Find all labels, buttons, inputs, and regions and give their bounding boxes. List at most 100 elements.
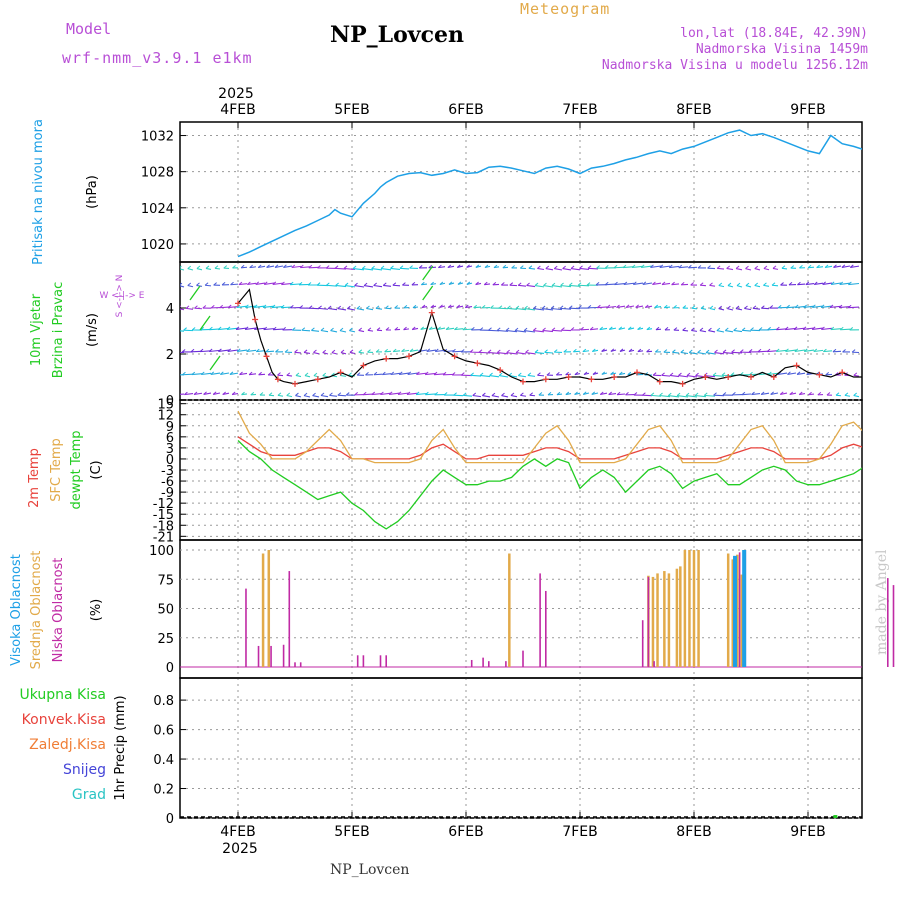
cloud-bar — [267, 550, 271, 667]
cloud-bar — [692, 550, 696, 667]
coords-label: lon,lat (18.84E, 42.39N) — [680, 26, 868, 41]
wind-arrow-head — [298, 281, 303, 286]
wind-arrow — [541, 308, 554, 311]
wind-arrow-head — [631, 264, 636, 268]
wind-arrow-head — [483, 281, 488, 286]
wind-arrow — [838, 306, 851, 309]
wind-arrow — [814, 282, 824, 286]
wind-arrow-head — [578, 305, 582, 309]
wind-arrow-head — [524, 305, 528, 309]
wind-arrow-head — [371, 391, 376, 395]
wind-arrow-head — [574, 371, 579, 375]
wind-arrow-head — [509, 282, 514, 286]
wind-arrow — [326, 284, 338, 287]
wind-arrow-head — [487, 349, 492, 353]
wind-arrow — [180, 393, 185, 395]
wind-arrow-head — [348, 372, 352, 376]
wind-arrow-head — [291, 327, 296, 331]
wind-arrow-head — [642, 392, 646, 396]
wind-arrow — [514, 330, 527, 333]
wind-arrow-head — [842, 349, 846, 353]
wind-arrow-head — [484, 264, 489, 268]
temp-line-2 — [237, 410, 862, 464]
wind-arrow — [695, 394, 707, 398]
wind-arrow-head — [672, 349, 676, 353]
wind-arrow-head — [691, 327, 695, 331]
wind-arrow-head — [303, 392, 308, 396]
y-tick-label: -6 — [161, 475, 174, 490]
wind-arrow-gust — [422, 265, 434, 281]
wind-arrow-head — [274, 264, 279, 268]
y-tick-label: 15 — [157, 398, 174, 413]
wind-arrow-head — [690, 282, 695, 286]
wind-arrow — [515, 352, 527, 355]
wind-arrow — [803, 305, 815, 308]
wind-arrow-head — [322, 349, 327, 353]
wind-arrow — [671, 283, 680, 286]
wind-arrow-head — [438, 264, 442, 268]
wind-arrow — [445, 327, 455, 331]
wind-arrow — [322, 375, 329, 378]
wind-arrow-head — [183, 327, 187, 331]
wind-arrow — [844, 394, 851, 397]
wind-arrow — [510, 394, 518, 398]
wind-arrow — [787, 372, 797, 375]
wind-arrow — [697, 352, 707, 355]
wind-arrow — [608, 392, 617, 396]
top-date-label: 7FEB — [562, 102, 597, 118]
wind-arrow — [180, 308, 185, 311]
wind-arrow-head — [667, 392, 672, 396]
panel-frame — [179, 121, 863, 263]
wind-arrow-head — [409, 348, 414, 352]
wind-arrow — [373, 373, 383, 376]
wind-arrow-head — [363, 282, 368, 286]
wind-arrow — [286, 394, 293, 398]
wind-arrow-head — [633, 392, 638, 396]
wind-arrow-head — [241, 391, 245, 396]
wind-arrow-head — [568, 305, 573, 309]
wind-arrow-head — [519, 265, 524, 269]
wind-arrow-head — [784, 326, 789, 330]
cloud-bar — [736, 554, 739, 667]
wind-arrow — [247, 282, 257, 286]
wind-arrow — [831, 282, 842, 285]
wind-speed-marker — [770, 374, 777, 380]
cloud-bar — [545, 590, 547, 667]
wind-arrow-head — [290, 304, 294, 309]
wind-arrow-head — [340, 349, 345, 353]
precip-panel: 0 0.2 0.4 0.6 0.8 Ukupna Kisa Konvek.Kisa Zaled… — [19, 687, 862, 857]
wind-arrow — [390, 267, 401, 270]
wind-title-line1: 10m Vjetar — [29, 293, 44, 366]
wind-arrow — [795, 305, 806, 309]
wind-arrow-head — [307, 282, 312, 286]
wind-speed-marker — [520, 378, 526, 385]
wind-direction-legend-ns: S <-|-> N — [115, 275, 125, 318]
wind-arrow — [650, 265, 662, 268]
wind-arrow-head — [376, 327, 381, 331]
wind-arrow-head — [582, 391, 587, 395]
wind-arrow — [716, 330, 725, 333]
wind-arrow-head — [823, 348, 827, 353]
wind-speed-marker — [497, 367, 504, 374]
wind-arrow — [691, 307, 698, 310]
wind-arrow-head — [527, 372, 532, 376]
wind-arrow-head — [250, 391, 255, 396]
cloud-bar — [683, 550, 687, 667]
wind-arrow-head — [574, 391, 578, 395]
wind-arrow-head — [543, 282, 547, 286]
wind-arrow-head — [420, 326, 425, 330]
wind-arrow-head — [330, 327, 334, 331]
wind-arrow-head — [470, 372, 474, 376]
wind-arrow — [482, 395, 491, 398]
wind-arrow-head — [680, 281, 685, 286]
wind-arrow-head — [320, 327, 325, 331]
wind-arrow-head — [589, 326, 594, 331]
wind-arrow — [479, 374, 491, 378]
wind-arrow-head — [398, 371, 403, 375]
wind-arrow — [367, 329, 374, 332]
wind-arrow — [678, 266, 689, 269]
wind-arrow — [853, 394, 860, 398]
wind-arrow-head — [803, 348, 808, 352]
wind-arrow-head — [722, 349, 727, 353]
wind-arrow-head — [473, 304, 478, 309]
